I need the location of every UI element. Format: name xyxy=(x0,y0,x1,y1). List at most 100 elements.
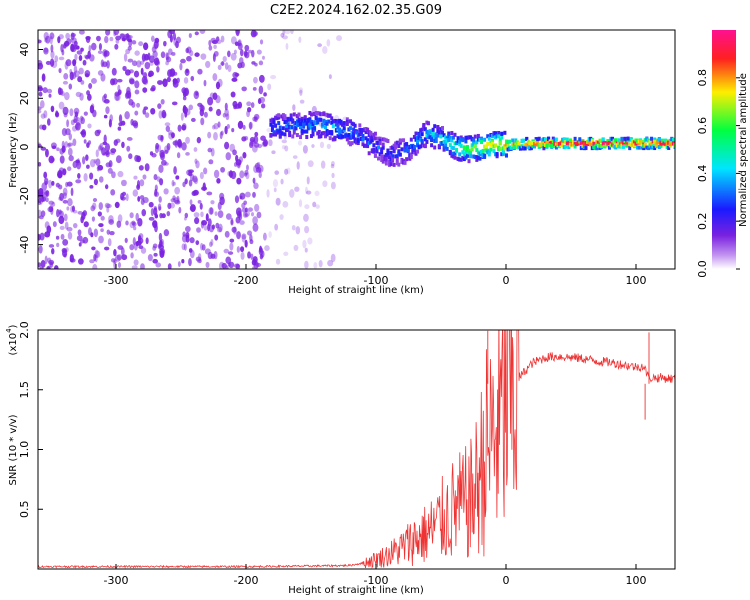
spectrogram-noise-cell xyxy=(304,225,310,234)
spectrogram-noise-cell xyxy=(59,192,64,202)
spectrogram-signal-cell xyxy=(423,137,427,142)
spectrogram-noise-cell xyxy=(259,96,266,104)
spectrogram-signal-cell xyxy=(295,122,299,127)
spectrogram-signal-cell xyxy=(483,144,487,149)
spectrogram-noise-cell xyxy=(85,36,91,43)
spectrogram-signal-cell xyxy=(356,141,360,146)
spectrogram-noise-cell xyxy=(264,245,270,252)
spectrogram-noise-cell xyxy=(282,201,289,208)
spectrogram-noise-cell xyxy=(129,212,134,219)
spectrogram-noise-cell xyxy=(251,144,258,153)
spectrogram-noise-cell xyxy=(67,142,74,147)
spectrogram-noise-cell xyxy=(252,177,256,184)
spectrogram-signal-cell xyxy=(391,154,395,159)
spectrogram-signal-cell xyxy=(576,141,580,146)
spectrogram-noise-cell xyxy=(153,252,158,257)
spectrogram-noise-cell xyxy=(66,119,70,128)
spectrogram-noise-cell xyxy=(150,87,156,92)
spectrogram-signal-cell xyxy=(412,144,416,149)
spectrogram-noise-cell xyxy=(116,220,122,228)
spectrogram-noise-cell xyxy=(228,251,234,255)
spectrogram-signal-cell xyxy=(283,132,287,137)
spectrogram-signal-cell xyxy=(526,145,530,150)
spectrogram-signal-cell xyxy=(607,145,611,150)
spectrogram-signal-cell xyxy=(342,121,346,126)
spectrogram-signal-cell xyxy=(336,124,340,129)
spectrogram-noise-cell xyxy=(69,68,73,75)
spectrogram-noise-cell xyxy=(207,218,212,227)
spectrogram-signal-cell xyxy=(483,153,487,158)
spectrogram-noise-cell xyxy=(59,88,64,96)
spectrogram-noise-cell xyxy=(139,179,145,187)
spectrogram-signal-cell xyxy=(367,130,371,135)
spectrogram-noise-cell xyxy=(224,102,228,111)
spectrogram-noise-cell xyxy=(113,139,118,146)
spectrogram-noise-cell xyxy=(49,58,55,67)
spectrogram-signal-cell xyxy=(324,125,327,130)
spectrogram-noise-cell xyxy=(43,47,49,55)
spectrogram-signal-cell xyxy=(451,135,455,140)
spectrogram-signal-cell xyxy=(280,114,284,119)
spectrogram-signal-cell xyxy=(543,137,547,142)
spectrogram-signal-cell xyxy=(665,139,669,144)
spectrogram-noise-cell xyxy=(86,164,90,169)
spectrogram-signal-cell xyxy=(534,137,538,142)
spectrogram-signal-cell xyxy=(615,143,619,148)
spectrogram-signal-cell xyxy=(469,135,473,140)
spectrogram-signal-cell xyxy=(303,116,307,121)
spectrogram-y-tick-label: 40 xyxy=(18,43,31,57)
spectrogram-noise-cell xyxy=(174,139,179,148)
spectrogram-signal-cell xyxy=(469,154,473,159)
spectrogram-noise-cell xyxy=(251,259,257,266)
spectrogram-noise-cell xyxy=(72,138,77,147)
spectrogram-signal-cell xyxy=(561,137,565,142)
spectrogram-noise-cell xyxy=(114,201,120,209)
spectrogram-signal-cell xyxy=(554,142,558,147)
spectrogram-signal-cell xyxy=(316,117,320,122)
spectrogram-noise-cell xyxy=(99,143,104,151)
spectrogram-noise-cell xyxy=(144,61,151,70)
spectrogram-noise-cell xyxy=(174,186,181,195)
spectrogram-noise-cell xyxy=(117,90,122,96)
spectrogram-noise-cell xyxy=(80,80,85,85)
spectrogram-noise-cell xyxy=(193,147,198,152)
spectrogram-signal-cell xyxy=(459,137,463,142)
spectrogram-noise-cell xyxy=(45,60,52,65)
spectrogram-signal-cell xyxy=(317,134,321,139)
spectrogram-signal-cell xyxy=(361,133,365,138)
spectrogram-signal-cell xyxy=(397,149,401,154)
spectrogram-signal-cell xyxy=(302,122,306,127)
spectrogram-signal-cell xyxy=(364,136,368,141)
spectrogram-signal-cell xyxy=(451,151,455,156)
spectrogram-noise-cell xyxy=(253,182,259,190)
spectrogram-signal-cell xyxy=(402,159,405,164)
spectrogram-noise-cell xyxy=(89,158,96,168)
spectrogram-noise-cell xyxy=(224,230,230,238)
spectrogram-frame xyxy=(37,29,676,270)
spectrogram-noise-cell xyxy=(65,128,71,136)
spectrogram-noise-cell xyxy=(313,262,318,269)
spectrogram-noise-cell xyxy=(153,174,158,181)
spectrogram-signal-cell xyxy=(600,143,604,148)
spectrogram-noise-cell xyxy=(141,209,147,217)
spectrogram-signal-cell xyxy=(475,157,479,162)
spectrogram-noise-cell xyxy=(227,64,232,73)
spectrogram-noise-cell xyxy=(92,202,97,210)
spectrogram-noise-cell xyxy=(38,106,42,111)
spectrogram-signal-cell xyxy=(355,140,359,145)
spectrogram-signal-cell xyxy=(283,120,287,125)
spectrogram-signal-cell xyxy=(522,146,526,151)
spectrogram-signal-cell xyxy=(459,143,463,148)
spectrogram-noise-cell xyxy=(104,202,111,209)
spectrogram-noise-cell xyxy=(45,190,50,197)
spectrogram-noise-cell xyxy=(77,258,84,265)
spectrogram-signal-cell xyxy=(447,133,451,138)
spectrogram-noise-cell xyxy=(134,110,139,116)
spectrogram-noise-cell xyxy=(70,187,74,197)
spectrogram-signal-cell xyxy=(291,118,295,123)
spectrogram-signal-cell xyxy=(444,139,448,144)
spectrogram-noise-cell xyxy=(292,104,296,111)
spectrogram-noise-cell xyxy=(87,50,91,59)
spectrogram-noise-cell xyxy=(251,212,254,217)
spectrogram-noise-cell xyxy=(231,226,237,233)
